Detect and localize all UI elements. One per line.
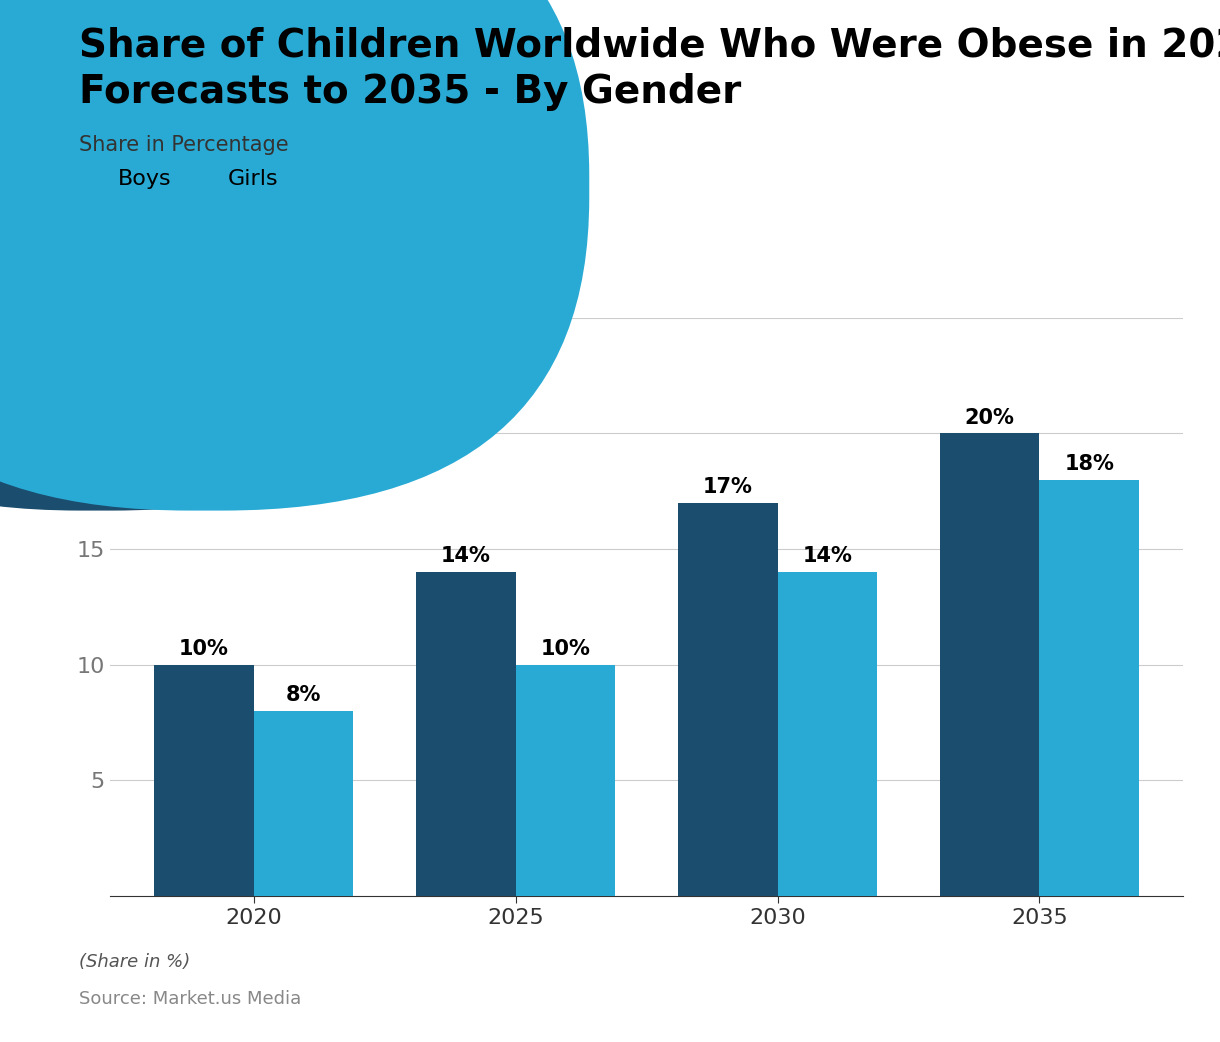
Text: Boys: Boys bbox=[118, 169, 172, 190]
Text: 20%: 20% bbox=[965, 407, 1015, 427]
Bar bbox=[516, 665, 615, 896]
Bar bbox=[154, 665, 254, 896]
Text: 10%: 10% bbox=[179, 639, 229, 659]
Text: Share in Percentage: Share in Percentage bbox=[79, 135, 289, 155]
Text: (Share in %): (Share in %) bbox=[79, 953, 190, 971]
Text: 14%: 14% bbox=[440, 546, 490, 567]
Bar bbox=[777, 572, 877, 896]
Bar bbox=[678, 503, 777, 896]
Text: 18%: 18% bbox=[1064, 454, 1114, 474]
Text: Source: Market.us Media: Source: Market.us Media bbox=[79, 990, 301, 1008]
Text: Share of Children Worldwide Who Were Obese in 2020 and: Share of Children Worldwide Who Were Obe… bbox=[79, 26, 1220, 64]
Text: 17%: 17% bbox=[703, 477, 753, 497]
Text: 14%: 14% bbox=[803, 546, 853, 567]
Text: 10%: 10% bbox=[540, 639, 590, 659]
Bar bbox=[416, 572, 516, 896]
Text: 8%: 8% bbox=[285, 686, 321, 705]
Bar bbox=[939, 433, 1039, 896]
Bar bbox=[254, 711, 354, 896]
Text: Forecasts to 2035 - By Gender: Forecasts to 2035 - By Gender bbox=[79, 73, 742, 110]
Bar bbox=[1039, 479, 1139, 896]
Text: Girls: Girls bbox=[228, 169, 278, 190]
